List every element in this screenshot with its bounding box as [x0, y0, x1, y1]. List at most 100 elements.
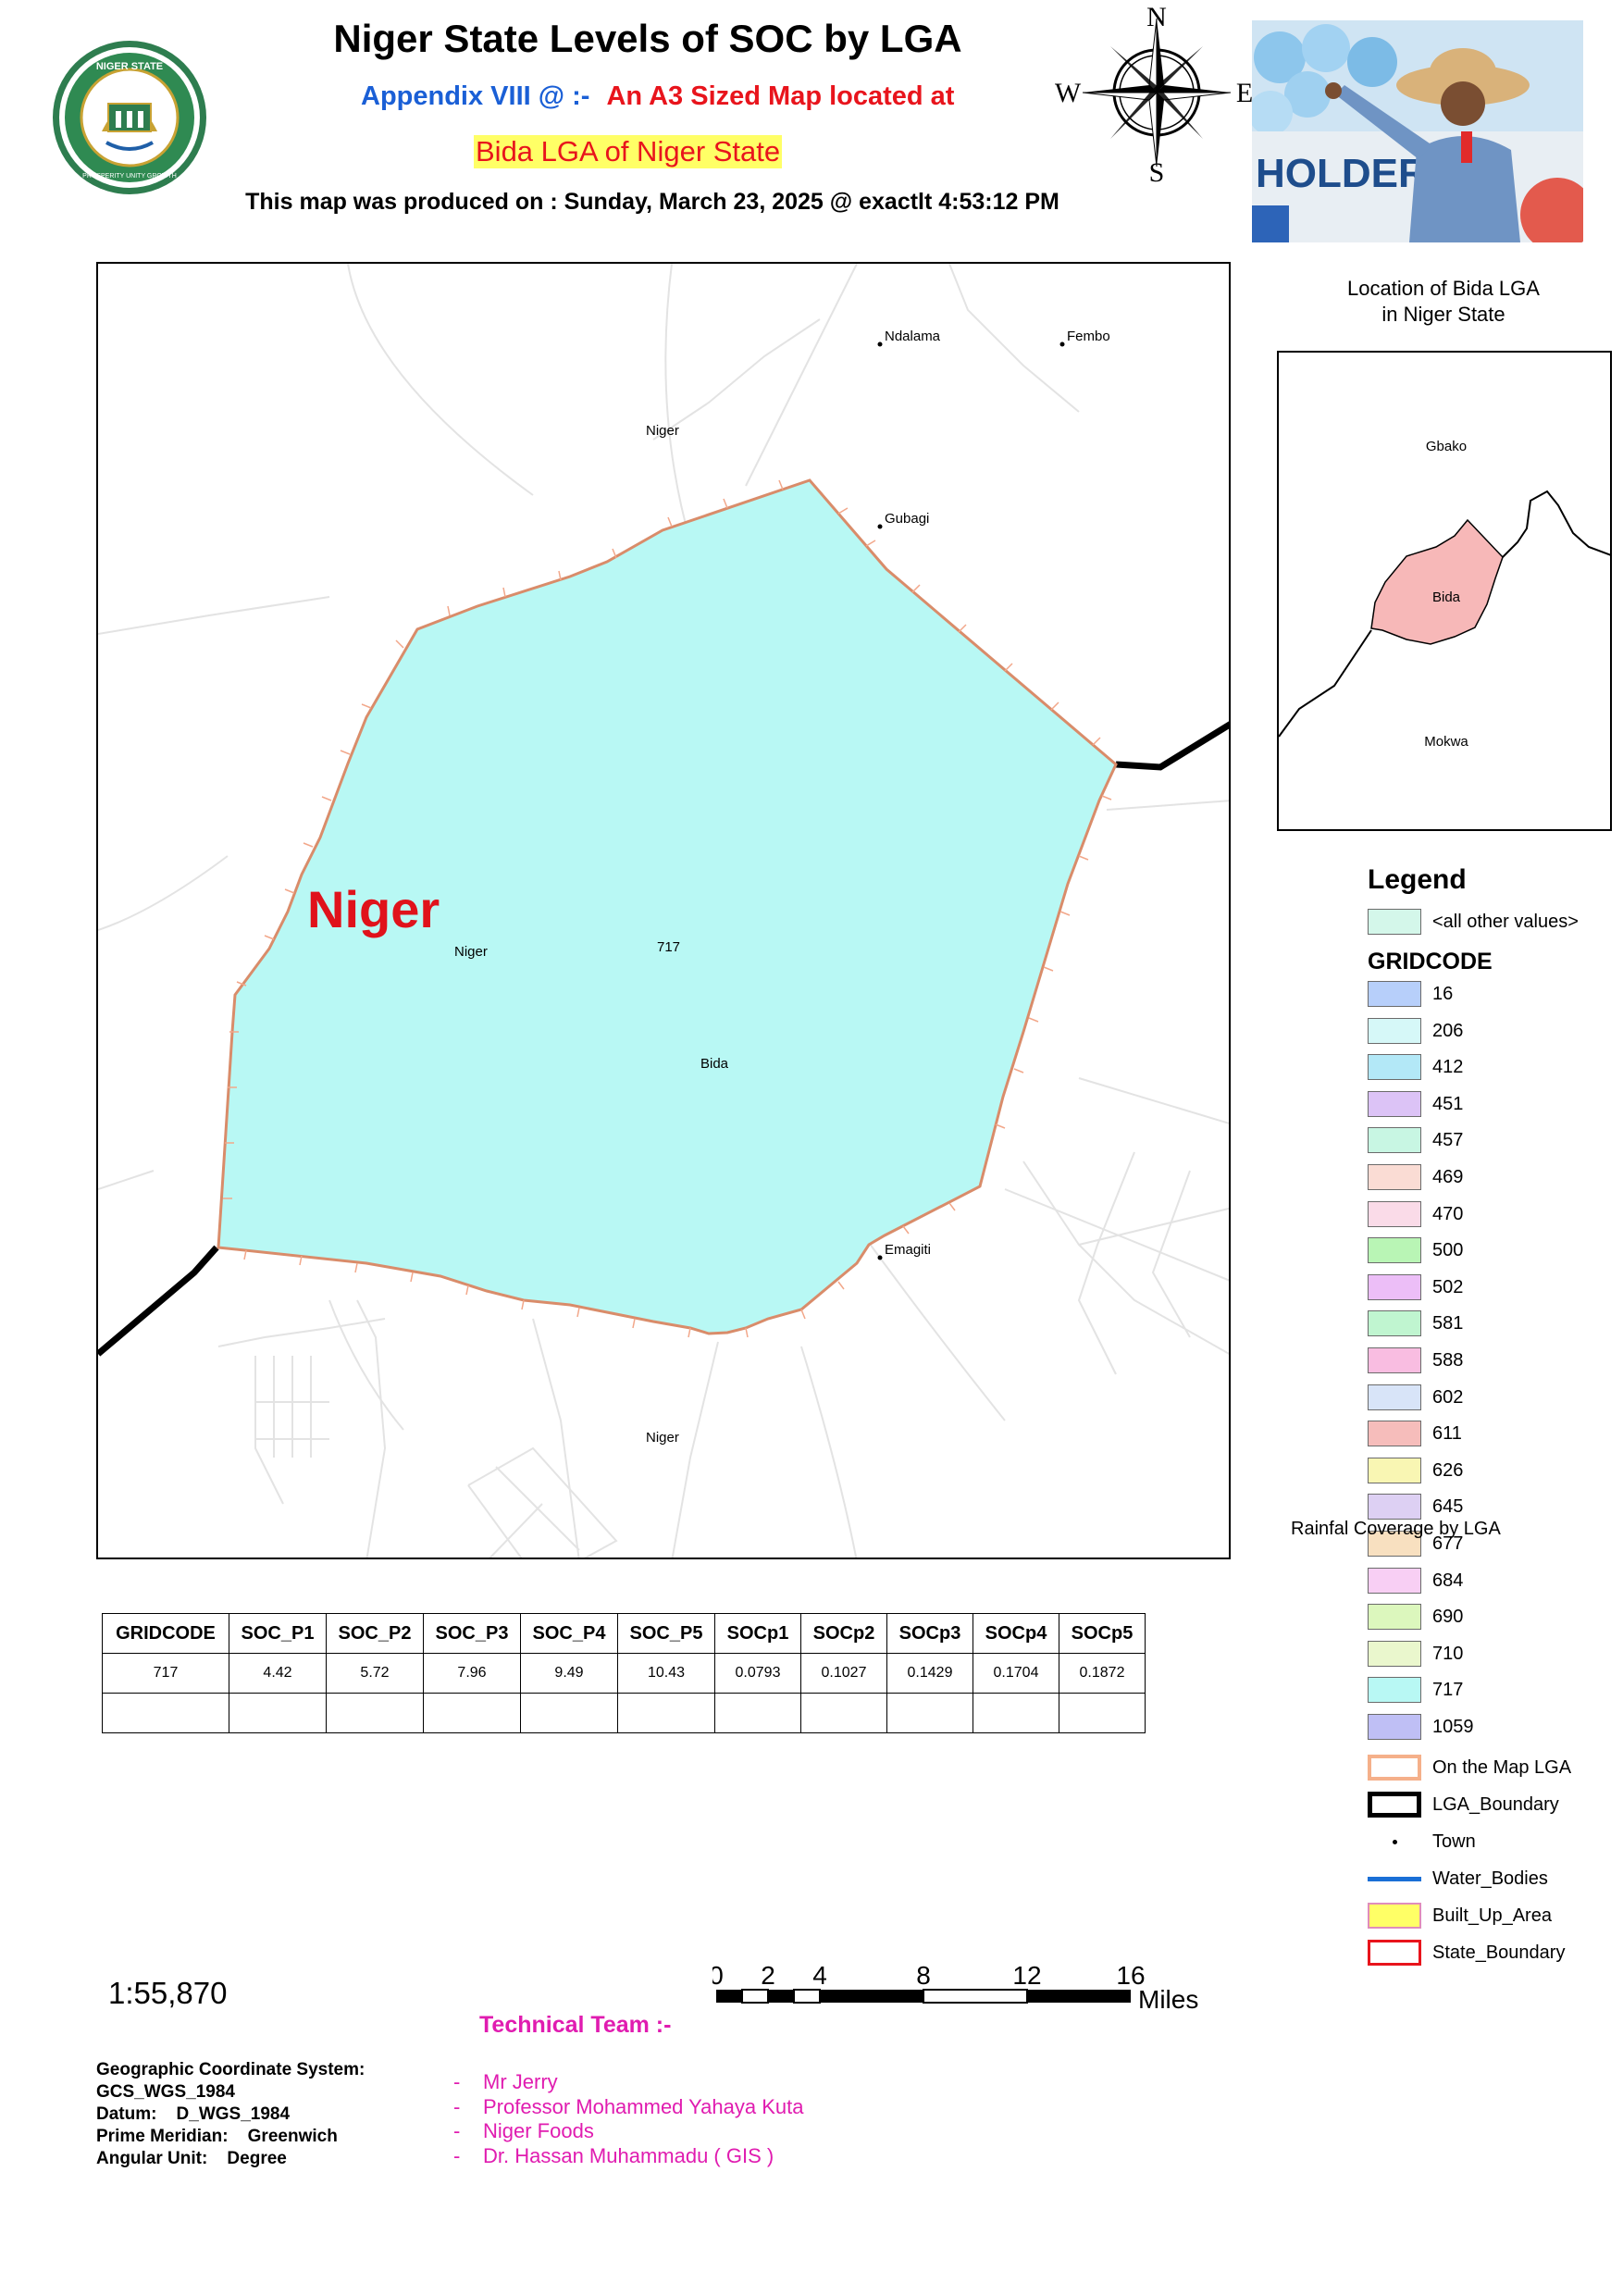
road-network	[98, 264, 1229, 1558]
legend-swatch	[1368, 1641, 1421, 1667]
main-map-frame[interactable]: Ndalama Fembo Gubagi Emagiti Niger Niger…	[96, 262, 1231, 1559]
table-cell: 0.1027	[800, 1653, 887, 1694]
table-header: SOC_P2	[326, 1613, 424, 1654]
state-label-niger: Niger	[307, 880, 440, 938]
legend-swatch	[1368, 1531, 1421, 1557]
legend-gridcode-label: 690	[1432, 1606, 1464, 1627]
table-cell	[800, 1693, 887, 1733]
table-cell	[102, 1693, 229, 1733]
legend-item-gridcode: 588	[1368, 1346, 1463, 1375]
technical-team-title: Technical Team :-	[479, 2012, 672, 2038]
legend-item-water-bodies: Water_Bodies	[1368, 1864, 1548, 1893]
table-cell	[326, 1693, 424, 1733]
table-header: GRIDCODE	[102, 1613, 229, 1654]
region-label-center: Niger	[454, 944, 488, 960]
lga-label-bida: Bida	[700, 1056, 729, 1072]
region-label-south: Niger	[646, 1430, 679, 1446]
inset-locator-map[interactable]: Gbako Bida Mokwa	[1277, 351, 1612, 831]
legend-item-gridcode: 690	[1368, 1602, 1463, 1632]
table-cell: 4.42	[229, 1653, 327, 1694]
legend-gridcode-label: 16	[1432, 983, 1454, 1004]
legend-item-gridcode: 451	[1368, 1089, 1463, 1119]
table-cell	[973, 1693, 1059, 1733]
list-item: - Professor Mohammed Yahaya Kuta	[453, 2094, 804, 2118]
legend-swatch	[1368, 1091, 1421, 1117]
town-label-fembo: Fembo	[1067, 329, 1110, 344]
inset-label-gbako: Gbako	[1426, 439, 1467, 454]
legend-swatch	[1368, 981, 1421, 1007]
niger-state-seal: NIGER STATE PROSPERITY UNITY GROWTH	[51, 39, 208, 196]
legend-swatch	[1368, 1127, 1421, 1153]
table-header: SOCp4	[973, 1613, 1059, 1654]
table-header: SOC_P1	[229, 1613, 327, 1654]
legend-item-gridcode: 469	[1368, 1162, 1463, 1192]
appendix-detail: An A3 Sized Map located at	[606, 81, 955, 111]
table-header-row: GRIDCODE SOC_P1 SOC_P2 SOC_P3 SOC_P4 SOC…	[102, 1613, 1146, 1654]
legend-item-gridcode: 581	[1368, 1309, 1463, 1338]
table-cell: 7.96	[423, 1653, 521, 1694]
table-cell	[423, 1693, 521, 1733]
table-cell	[617, 1693, 715, 1733]
legend-swatch	[1368, 909, 1421, 935]
region-label-north: Niger	[646, 423, 679, 439]
legend-item-on-the-map-lga: On the Map LGA	[1368, 1753, 1571, 1782]
table-cell	[714, 1693, 801, 1733]
legend-item-gridcode: 470	[1368, 1199, 1463, 1229]
legend-swatch	[1368, 1940, 1421, 1966]
inset-title: Location of Bida LGA in Niger State	[1347, 277, 1540, 326]
lga-boundary-southwest	[98, 1245, 219, 1357]
legend-swatch	[1368, 1714, 1421, 1740]
production-date: This map was produced on : Sunday, March…	[245, 189, 1059, 215]
legend-gridcode-label: 451	[1432, 1093, 1464, 1114]
scale-units: Miles	[1138, 1985, 1198, 2014]
legend-gridcode-label: 457	[1432, 1129, 1464, 1150]
inset-bida-polygon[interactable]	[1370, 518, 1504, 645]
legend-item-town: Town	[1368, 1827, 1476, 1856]
legend-item-gridcode: 626	[1368, 1456, 1463, 1485]
legend-swatch	[1368, 1201, 1421, 1227]
scale-tick-label: 8	[916, 1962, 931, 1990]
photo-banner-text: HOLDER	[1256, 151, 1428, 196]
legend-gridcode-label: 412	[1432, 1056, 1464, 1077]
legend-swatch	[1368, 1347, 1421, 1373]
table-cell: 9.49	[520, 1653, 618, 1694]
bida-lga-polygon[interactable]	[217, 478, 1118, 1335]
legend-swatch	[1368, 1237, 1421, 1263]
legend-item-gridcode: 457	[1368, 1125, 1463, 1155]
inset-boundary-west	[1279, 629, 1372, 738]
legend-item-gridcode: 677	[1368, 1529, 1463, 1558]
legend-swatch	[1368, 1755, 1421, 1781]
legend-gridcode-label: 502	[1432, 1276, 1464, 1297]
scale-tick-label: 2	[761, 1962, 775, 1990]
legend-item-gridcode: 16	[1368, 979, 1453, 1009]
map-title: Niger State Levels of SOC by LGA	[333, 17, 962, 60]
compass-west: W	[1055, 78, 1082, 108]
table-cell: 717	[102, 1653, 229, 1694]
legend-gridcode-label: 206	[1432, 1020, 1464, 1041]
legend-item-lga-boundary: LGA_Boundary	[1368, 1790, 1559, 1819]
inset-label-bida: Bida	[1432, 590, 1461, 605]
scale-bar: 0 2 4 8 12 16 Miles	[709, 1961, 1212, 2017]
town-label-gubagi: Gubagi	[885, 511, 929, 527]
list-item: - Niger Foods	[453, 2119, 594, 2142]
legend-swatch	[1368, 1604, 1421, 1630]
legend-item-gridcode: 611	[1368, 1419, 1462, 1448]
location-subtitle: Bida LGA of Niger State	[474, 135, 783, 168]
table-cell: 0.1429	[886, 1653, 973, 1694]
legend-item-gridcode: 645	[1368, 1492, 1463, 1521]
lga-boundary-east	[1115, 721, 1229, 771]
table-cell	[520, 1693, 618, 1733]
legend-swatch	[1368, 1018, 1421, 1044]
legend-item-gridcode: 502	[1368, 1272, 1463, 1302]
legend-gridcode-label: 588	[1432, 1349, 1464, 1371]
appendix-label: Appendix VIII @ :-	[361, 81, 590, 111]
legend-gridcode-label: 645	[1432, 1496, 1464, 1517]
scale-bar-segments	[716, 1989, 1131, 2004]
legend-swatch	[1368, 1164, 1421, 1190]
table-cell: 5.72	[326, 1653, 424, 1694]
legend-item-gridcode: 717	[1368, 1675, 1463, 1705]
table-header: SOC_P4	[520, 1613, 618, 1654]
north-arrow-compass: N S E W	[1055, 0, 1258, 194]
legend-item-gridcode: 1059	[1368, 1712, 1474, 1742]
seal-motto: PROSPERITY UNITY GROWTH	[82, 173, 177, 180]
